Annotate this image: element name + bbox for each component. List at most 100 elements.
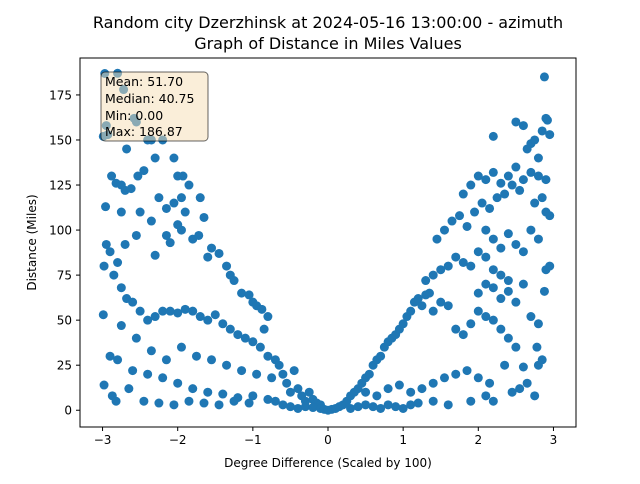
data-point bbox=[210, 310, 220, 320]
y-tick-label: 0 bbox=[64, 404, 72, 418]
data-point bbox=[109, 270, 119, 280]
data-point bbox=[503, 171, 513, 181]
data-point bbox=[203, 315, 213, 325]
stats-min: Min: 0.00 bbox=[105, 108, 163, 123]
data-point bbox=[481, 312, 491, 322]
data-point bbox=[176, 342, 186, 352]
data-point bbox=[518, 247, 528, 257]
data-point bbox=[488, 265, 498, 275]
x-tick-label: −1 bbox=[244, 433, 262, 447]
data-point bbox=[432, 234, 442, 244]
data-point bbox=[466, 396, 476, 406]
data-point bbox=[188, 384, 198, 394]
x-tick-label: 3 bbox=[550, 433, 558, 447]
chart-title: Random city Dzerzhinsk at 2024-05-16 13:… bbox=[93, 13, 563, 32]
stats-median: Median: 40.75 bbox=[105, 91, 194, 106]
data-point bbox=[545, 261, 555, 271]
data-point bbox=[154, 398, 164, 408]
data-point bbox=[406, 306, 416, 316]
data-point bbox=[417, 301, 427, 311]
data-point bbox=[214, 400, 224, 410]
data-point bbox=[154, 193, 164, 203]
data-point bbox=[428, 396, 438, 406]
data-point bbox=[195, 312, 205, 322]
data-point bbox=[124, 384, 134, 394]
data-point bbox=[237, 366, 247, 376]
data-point bbox=[530, 135, 540, 145]
data-point bbox=[522, 378, 532, 388]
data-point bbox=[131, 333, 141, 343]
data-point bbox=[488, 234, 498, 244]
data-point bbox=[285, 402, 295, 412]
data-point bbox=[503, 276, 513, 286]
data-point bbox=[398, 403, 408, 413]
data-point bbox=[116, 321, 126, 331]
data-point bbox=[537, 355, 547, 365]
x-tick-label: 0 bbox=[324, 433, 332, 447]
data-point bbox=[361, 387, 371, 397]
data-point bbox=[503, 229, 513, 239]
data-point bbox=[503, 333, 513, 343]
data-point bbox=[398, 319, 408, 329]
data-point bbox=[515, 384, 525, 394]
data-point bbox=[146, 346, 156, 356]
data-point bbox=[541, 175, 551, 185]
data-point bbox=[105, 351, 115, 361]
data-point bbox=[143, 315, 153, 325]
data-point bbox=[244, 398, 254, 408]
data-point bbox=[473, 247, 483, 257]
data-point bbox=[436, 265, 446, 275]
y-tick-label: 175 bbox=[49, 88, 72, 102]
data-point bbox=[488, 131, 498, 141]
data-point bbox=[158, 373, 168, 383]
data-point bbox=[383, 384, 393, 394]
chart-subtitle: Graph of Distance in Miles Values bbox=[194, 34, 462, 53]
data-point bbox=[195, 193, 205, 203]
data-point bbox=[500, 189, 510, 199]
data-point bbox=[466, 319, 476, 329]
data-point bbox=[99, 261, 109, 271]
data-point bbox=[116, 283, 126, 293]
data-point bbox=[368, 402, 378, 412]
data-point bbox=[436, 297, 446, 307]
data-point bbox=[304, 387, 314, 397]
data-point bbox=[126, 184, 136, 194]
data-point bbox=[169, 198, 179, 208]
data-point bbox=[133, 171, 143, 181]
data-point bbox=[139, 396, 149, 406]
data-point bbox=[218, 319, 228, 329]
data-point bbox=[526, 312, 536, 322]
data-point bbox=[376, 403, 386, 413]
data-point bbox=[458, 189, 468, 199]
data-point bbox=[113, 355, 123, 365]
data-point bbox=[539, 72, 549, 82]
ticks-layer: −3 −2 −1 0 1 2 3 0 25 50 75 100 125 150 175 bbox=[49, 88, 557, 447]
data-point bbox=[207, 355, 217, 365]
data-point bbox=[477, 198, 487, 208]
data-point bbox=[496, 178, 506, 188]
data-point bbox=[511, 297, 521, 307]
data-point bbox=[537, 126, 547, 136]
data-point bbox=[300, 402, 310, 412]
data-point bbox=[545, 130, 555, 140]
data-point bbox=[99, 380, 109, 390]
data-point bbox=[176, 193, 186, 203]
data-point bbox=[180, 304, 190, 314]
data-point bbox=[214, 248, 224, 258]
data-point bbox=[199, 398, 209, 408]
x-tick-label: −2 bbox=[169, 433, 187, 447]
data-point bbox=[530, 391, 540, 401]
data-point bbox=[372, 391, 382, 401]
data-point bbox=[263, 312, 273, 322]
data-point bbox=[139, 166, 149, 176]
data-point bbox=[229, 396, 239, 406]
data-point bbox=[518, 175, 528, 185]
data-point bbox=[413, 398, 423, 408]
data-point bbox=[473, 373, 483, 383]
data-point bbox=[537, 193, 547, 203]
data-point bbox=[165, 238, 175, 248]
data-point bbox=[263, 394, 273, 404]
stats-max: Max: 186.87 bbox=[105, 124, 183, 139]
data-point bbox=[539, 286, 549, 296]
data-point bbox=[233, 330, 243, 340]
